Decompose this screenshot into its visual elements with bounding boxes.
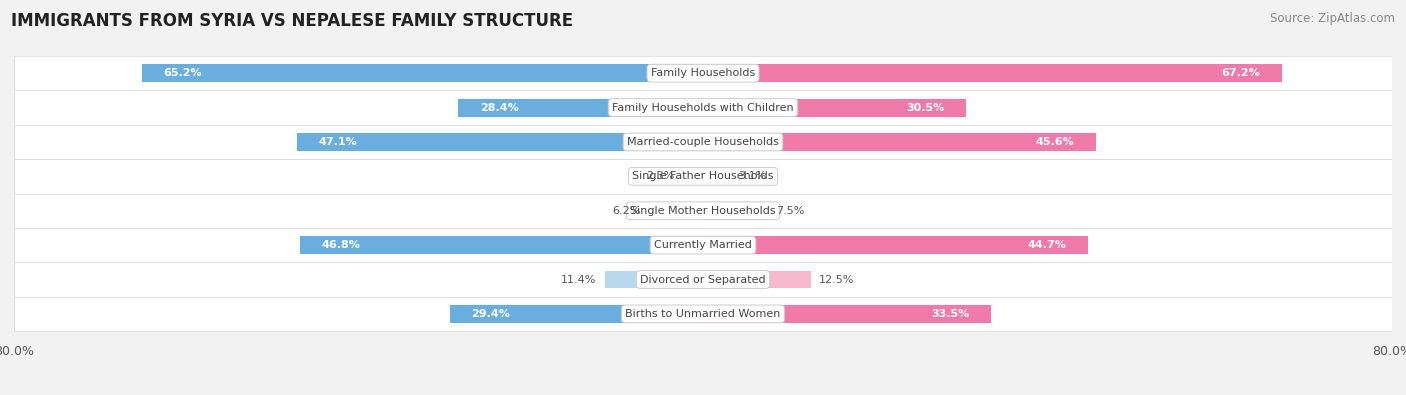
Text: Births to Unmarried Women: Births to Unmarried Women	[626, 309, 780, 319]
Text: 47.1%: 47.1%	[319, 137, 357, 147]
Text: Single Mother Households: Single Mother Households	[630, 206, 776, 216]
Text: Family Households: Family Households	[651, 68, 755, 78]
Text: 11.4%: 11.4%	[561, 275, 596, 284]
Text: 44.7%: 44.7%	[1028, 240, 1066, 250]
Text: 67.2%: 67.2%	[1222, 68, 1260, 78]
Bar	[14, 159, 1392, 194]
Bar	[703, 64, 1282, 82]
Text: 2.3%: 2.3%	[647, 171, 675, 181]
Bar	[703, 202, 768, 220]
Bar	[458, 99, 703, 117]
Bar	[14, 228, 1392, 262]
Text: 3.1%: 3.1%	[738, 171, 766, 181]
Bar	[14, 90, 1392, 125]
Text: Divorced or Separated: Divorced or Separated	[640, 275, 766, 284]
Text: Source: ZipAtlas.com: Source: ZipAtlas.com	[1270, 12, 1395, 25]
Text: 46.8%: 46.8%	[322, 240, 360, 250]
Bar	[703, 99, 966, 117]
Text: 30.5%: 30.5%	[905, 103, 945, 113]
Bar	[605, 271, 703, 288]
Text: 12.5%: 12.5%	[820, 275, 855, 284]
Text: 6.2%: 6.2%	[613, 206, 641, 216]
Bar	[703, 133, 1095, 151]
Bar	[703, 271, 811, 288]
Text: Married-couple Households: Married-couple Households	[627, 137, 779, 147]
Legend: Immigrants from Syria, Nepalese: Immigrants from Syria, Nepalese	[568, 392, 838, 395]
Text: Single Father Households: Single Father Households	[633, 171, 773, 181]
Bar	[298, 133, 703, 151]
Text: Currently Married: Currently Married	[654, 240, 752, 250]
Bar	[299, 236, 703, 254]
Text: 45.6%: 45.6%	[1035, 137, 1074, 147]
Text: 33.5%: 33.5%	[932, 309, 970, 319]
Text: 7.5%: 7.5%	[776, 206, 804, 216]
Bar	[703, 305, 991, 323]
Bar	[703, 167, 730, 185]
Text: 29.4%: 29.4%	[471, 309, 510, 319]
Bar	[14, 56, 1392, 90]
Bar	[142, 64, 703, 82]
Bar	[14, 262, 1392, 297]
Text: IMMIGRANTS FROM SYRIA VS NEPALESE FAMILY STRUCTURE: IMMIGRANTS FROM SYRIA VS NEPALESE FAMILY…	[11, 12, 574, 30]
Bar	[650, 202, 703, 220]
Text: 28.4%: 28.4%	[479, 103, 519, 113]
Bar	[703, 236, 1088, 254]
Bar	[450, 305, 703, 323]
Text: 65.2%: 65.2%	[163, 68, 201, 78]
Bar	[14, 194, 1392, 228]
Text: Family Households with Children: Family Households with Children	[612, 103, 794, 113]
Bar	[683, 167, 703, 185]
Bar	[14, 125, 1392, 159]
Bar	[14, 297, 1392, 331]
